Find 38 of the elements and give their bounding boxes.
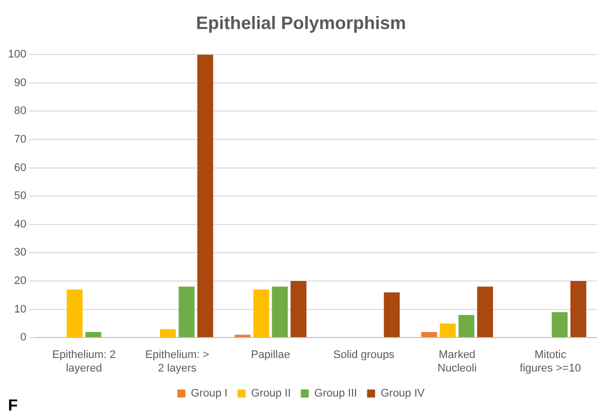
y-tick-label: 80 [14, 105, 26, 118]
bar [290, 281, 306, 338]
chart-title: Epithelial Polymorphism [196, 12, 406, 33]
bar [421, 332, 438, 338]
y-tick-label: 20 [14, 275, 26, 288]
bar [197, 54, 214, 338]
x-tick-label: Epithelium: 2 layered [52, 349, 116, 374]
legend-label: Group II [251, 388, 291, 400]
x-tick-label: Papillae [250, 349, 290, 362]
y-tick-label: 70 [14, 134, 26, 146]
bar [85, 332, 102, 338]
y-tick-label: 0 [20, 332, 26, 344]
bar [458, 314, 474, 338]
x-tick-label: Solid groups [333, 349, 395, 362]
bar [440, 323, 456, 338]
bar [552, 312, 568, 338]
bar [253, 289, 270, 338]
y-tick-label: 40 [14, 218, 26, 230]
bar [178, 286, 195, 338]
bar [160, 329, 176, 338]
y-tick-label: 60 [14, 162, 26, 174]
legend-label: Group IV [380, 388, 426, 400]
bar [272, 286, 288, 338]
x-tick-label: Epithelium: > 2 layers [145, 349, 210, 374]
y-tick-label: 50 [14, 190, 26, 202]
bar [477, 286, 493, 338]
y-tick-label: 30 [14, 246, 26, 259]
bar [66, 289, 83, 338]
x-tick-label: Mitotic figures >=10 [520, 349, 581, 374]
legend-label: Group I [190, 388, 228, 400]
bar [570, 281, 586, 338]
y-tick-label: 10 [14, 303, 26, 316]
y-tick-label: 100 [8, 48, 26, 61]
y-tick-label: 90 [14, 76, 26, 89]
text: F [8, 397, 18, 414]
legend-label: Group III [314, 388, 358, 400]
bar [384, 292, 400, 338]
x-tick-label: Marked Nucleoli [438, 349, 477, 374]
